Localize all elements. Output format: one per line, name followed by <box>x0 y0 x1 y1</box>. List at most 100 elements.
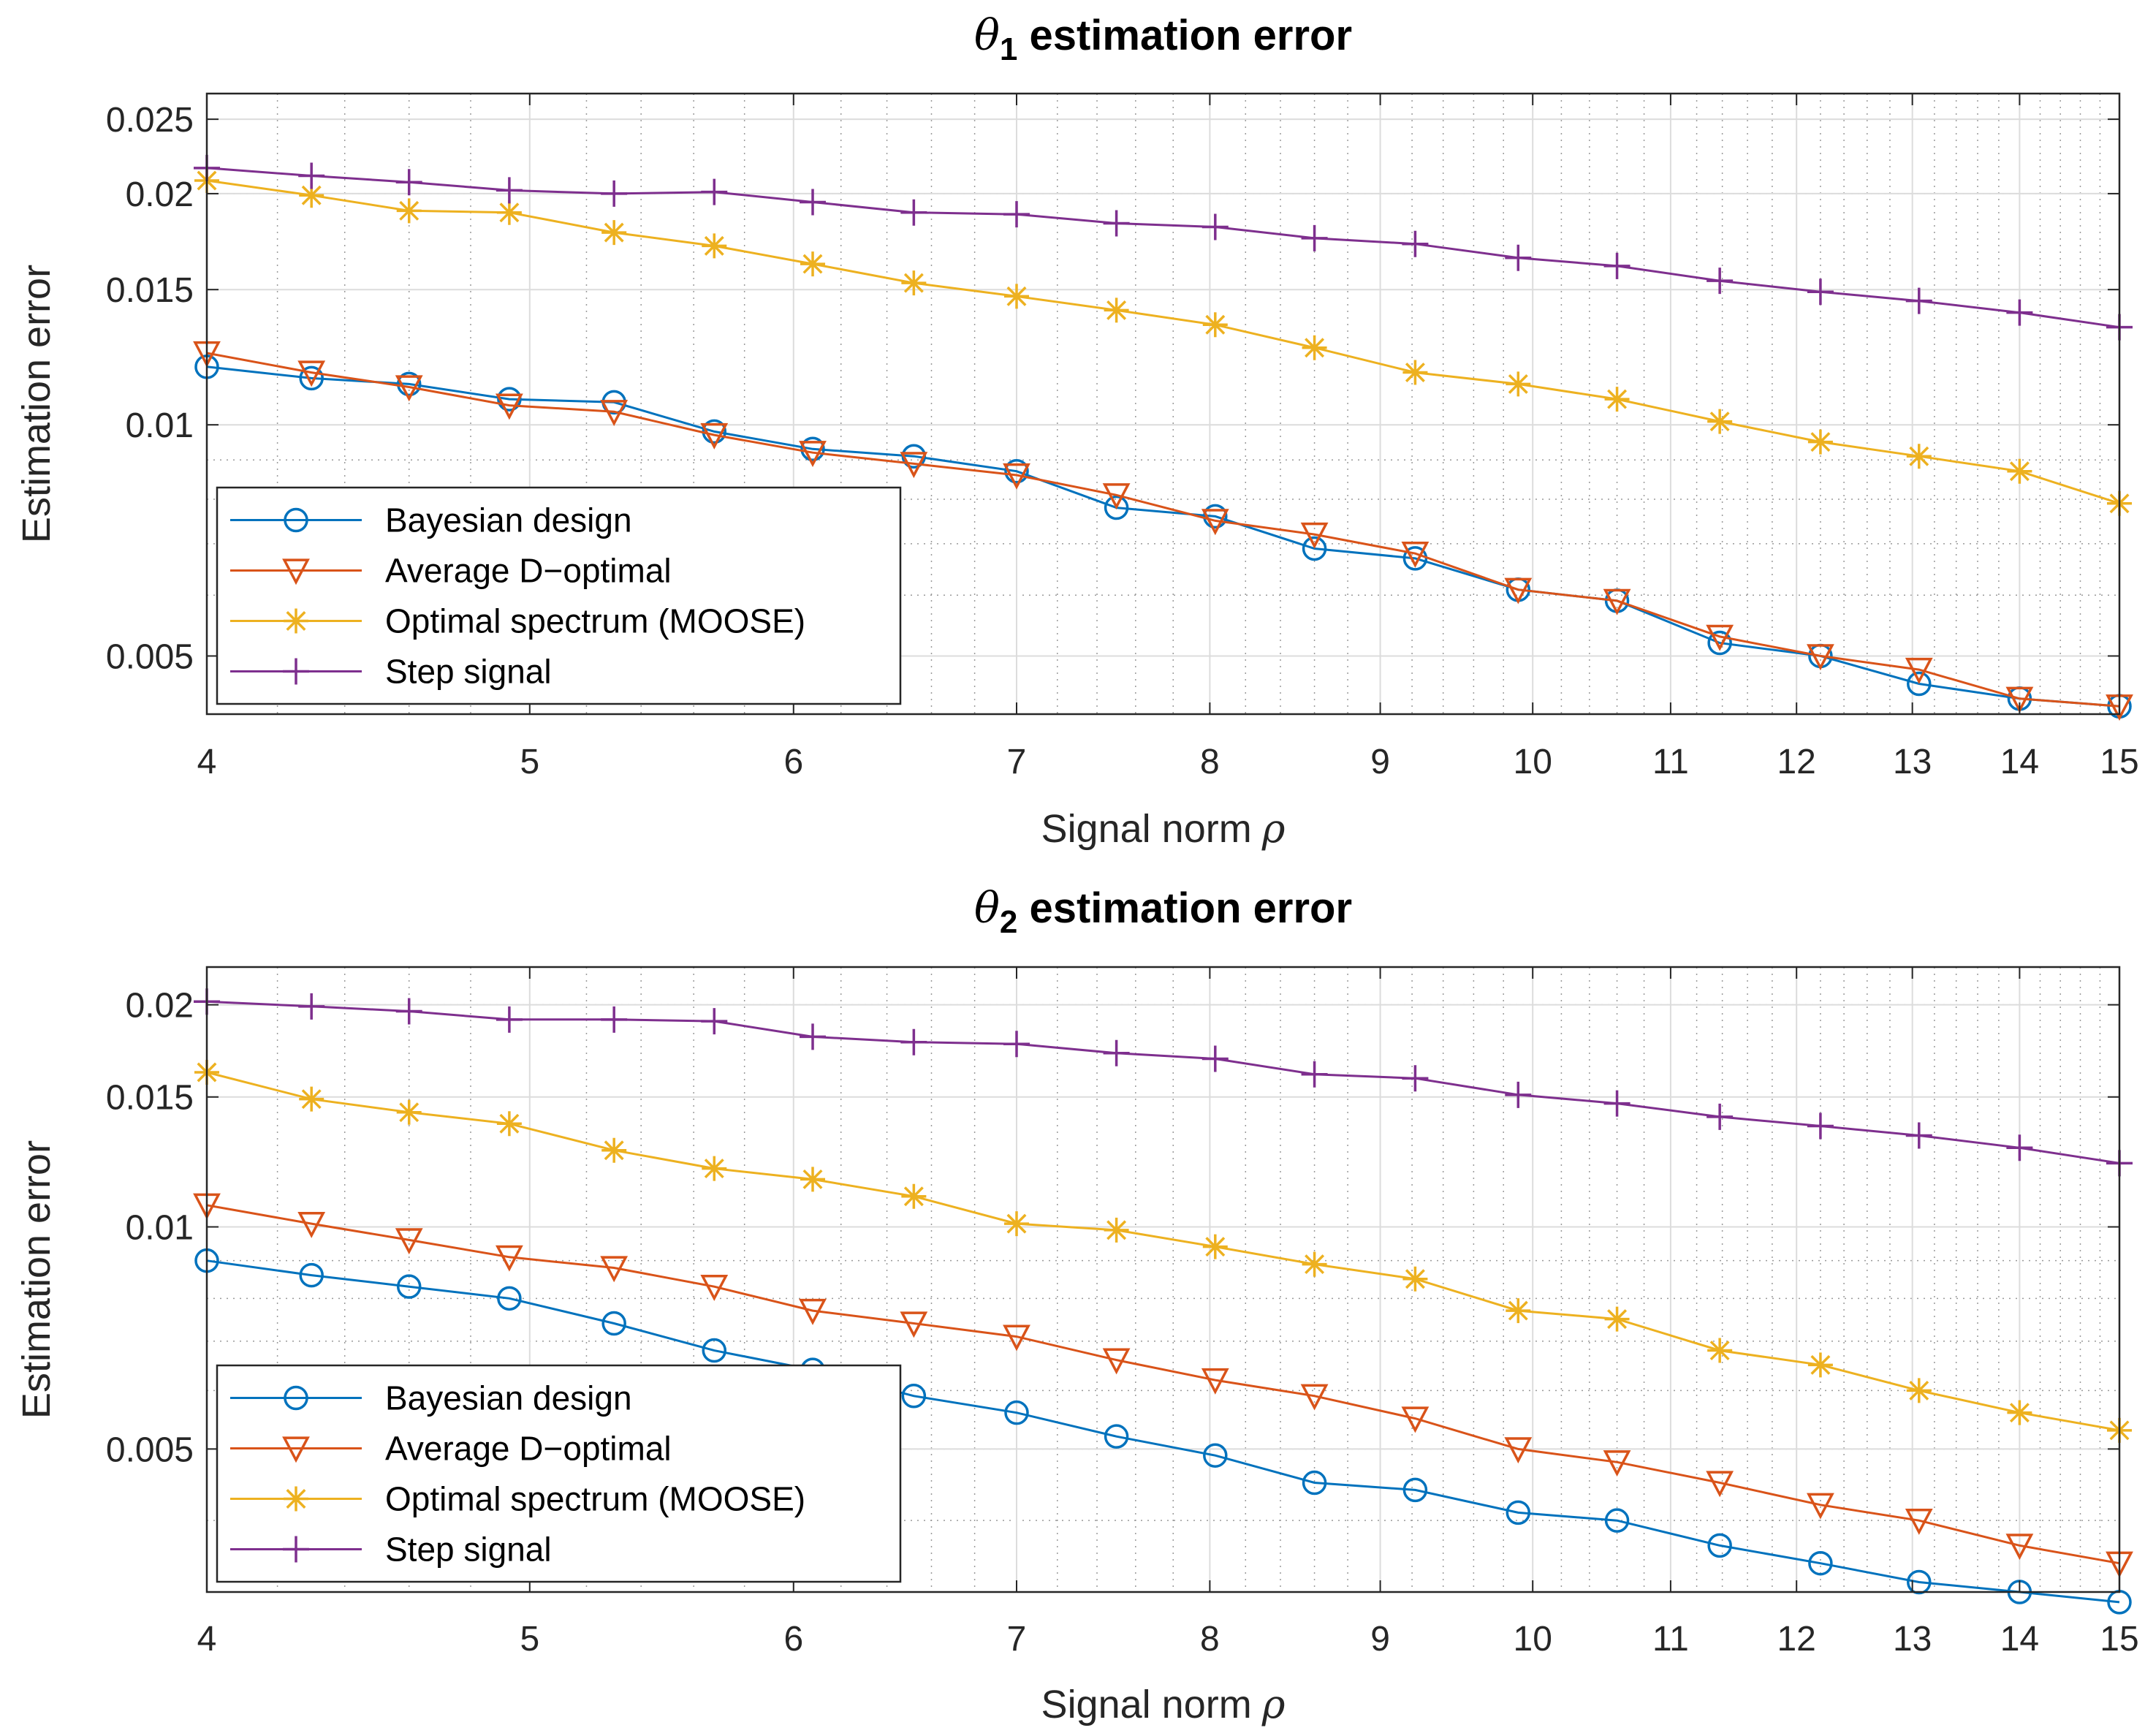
x-tick-label: 14 <box>2000 743 2039 781</box>
series-optimal-spectrum-moose-point <box>1302 335 1327 360</box>
series-step-signal-point <box>395 169 422 196</box>
series-bayesian-design-point <box>1907 671 1932 697</box>
y-tick-label: 0.02 <box>126 175 194 214</box>
legend-bayesian-design-marker <box>284 1385 308 1411</box>
legend-step-signal-label: Step signal <box>385 1531 552 1569</box>
legend-box <box>216 1364 902 1583</box>
series-average-d-optimal-point <box>1905 1509 1933 1535</box>
series-optimal-spectrum-moose-point <box>2007 458 2032 484</box>
series-average-d-optimal-point <box>1905 657 1933 684</box>
series-optimal-spectrum-moose-point <box>1506 371 1531 397</box>
series-optimal-spectrum-moose-point <box>1004 1211 1030 1237</box>
series-optimal-spectrum-moose-point <box>901 270 927 296</box>
y-tick-label: 0.01 <box>126 406 194 445</box>
series-optimal-spectrum-moose-point <box>601 1137 627 1163</box>
series-bayesian-design-point <box>1104 495 1129 520</box>
series-step-signal-point <box>1201 1045 1229 1072</box>
legend: Bayesian design Average D−optimal Optimal … <box>216 486 902 705</box>
series-bayesian-design-point <box>702 1338 727 1363</box>
series-average-d-optimal-point <box>395 375 423 402</box>
series-optimal-spectrum-moose-point <box>1402 1266 1428 1292</box>
chart-theta2: 4 5 6 7 8 9 10 11 12 13 14 15 0.005 0.01 0.015 0.02 θ2 e… <box>15 883 2139 1727</box>
x-axis-label-text: Signal norm <box>1041 1683 1252 1726</box>
x-tick-label: 12 <box>1777 1620 1815 1659</box>
series-bayesian-design-point <box>396 371 422 397</box>
series-bayesian-design-point <box>497 387 522 412</box>
series-optimal-spectrum-moose-point <box>1807 1352 1833 1378</box>
major-grid <box>206 94 2120 714</box>
series-step-signal-point <box>2006 299 2033 326</box>
series-average-d-optimal-point <box>1201 1368 1229 1395</box>
series-optimal-spectrum-moose-point <box>2007 1400 2032 1425</box>
series-step-signal-point <box>1905 287 1932 314</box>
y-tick-label: 0.015 <box>106 271 194 310</box>
series-group <box>193 988 2133 1615</box>
series-step-signal-point <box>900 1028 927 1055</box>
x-tick-label: 5 <box>520 743 539 781</box>
series-average-d-optimal-line <box>206 352 2120 708</box>
series-bayesian-design-point <box>601 1311 626 1336</box>
y-tick-label: 0.025 <box>106 101 194 140</box>
x-axis-label-symbol: ρ <box>1261 806 1286 852</box>
series-average-d-optimal-point <box>1003 1324 1030 1352</box>
series-average-d-optimal-point <box>1807 1493 1834 1520</box>
series-step-signal-point <box>1905 1122 1932 1149</box>
x-tick-label: 10 <box>1514 1620 1552 1659</box>
minor-grid <box>207 94 2119 714</box>
tick-group: 4 5 6 7 8 9 10 11 12 13 14 15 0.005 0.01 0.015 0.02 <box>106 967 2139 1659</box>
series-step-signal-point <box>601 180 628 207</box>
series-step-signal-point <box>701 1008 728 1035</box>
series-bayesian-design-line <box>206 1259 2120 1604</box>
series-average-d-optimal-point <box>1401 542 1430 568</box>
series-optimal-spectrum-moose-point <box>1104 1217 1129 1243</box>
series-average-d-optimal-point <box>1603 588 1631 615</box>
series-bayesian-design-point <box>497 1286 522 1311</box>
series-bayesian-design-point <box>1302 536 1327 561</box>
series-bayesian-design-point <box>1004 458 1029 484</box>
x-axis-label-text: Signal norm <box>1041 807 1252 851</box>
series-step-signal-point <box>1603 1090 1630 1117</box>
legend-step-signal-marker <box>283 658 309 685</box>
series-step-signal-point <box>2006 1134 2033 1161</box>
series-optimal-spectrum-moose-line <box>206 1071 2120 1432</box>
title-text: estimation error <box>1017 884 1352 932</box>
series-step-signal-point <box>1706 268 1734 295</box>
legend-average-d-optimal-marker <box>282 1436 310 1463</box>
series-bayesian-design-point <box>1604 1508 1630 1533</box>
series-average-d-optimal-point <box>1807 644 1834 671</box>
x-tick-label: 11 <box>1652 1620 1689 1659</box>
series-step-signal-point <box>701 178 728 205</box>
series-average-d-optimal-point <box>1504 577 1533 604</box>
series-average-d-optimal-point <box>799 441 827 467</box>
x-tick-label: 5 <box>520 1620 539 1659</box>
series-optimal-spectrum-moose-point <box>1202 1234 1228 1259</box>
y-tick-label: 0.005 <box>106 637 194 676</box>
series-average-d-optimal-point <box>1003 463 1030 490</box>
series-average-d-optimal-point <box>799 1298 827 1325</box>
series-bayesian-design-point <box>1203 504 1228 529</box>
series-average-d-optimal-point <box>1102 1348 1131 1375</box>
series-average-d-optimal-point <box>900 1311 928 1338</box>
y-tick-label: 0.02 <box>126 987 194 1026</box>
x-tick-label: 11 <box>1652 743 1689 781</box>
series-optimal-spectrum-moose-point <box>1402 360 1428 385</box>
series-optimal-spectrum-moose-point <box>702 1156 727 1181</box>
series-average-d-optimal-point <box>1300 522 1329 549</box>
series-optimal-spectrum-moose-point <box>496 200 522 225</box>
tick-group: 4 5 6 7 8 9 10 11 12 13 14 15 0.005 0.01 0.015 0.02 0.02… <box>106 94 2139 781</box>
series-bayesian-design-point <box>299 1262 324 1288</box>
series-average-d-optimal-point <box>395 1228 423 1255</box>
series-step-signal-point <box>395 998 422 1025</box>
title-theta: θ <box>974 10 1000 60</box>
series-optimal-spectrum-moose-point <box>1506 1298 1531 1324</box>
series-optimal-spectrum-moose-point <box>1004 284 1030 309</box>
series-optimal-spectrum-moose-line <box>206 179 2120 505</box>
series-step-signal-point <box>298 162 325 189</box>
legend: Bayesian design Average D−optimal Optimal … <box>216 1364 902 1583</box>
series-average-d-optimal-point <box>700 422 729 450</box>
series-average-d-optimal-line <box>206 1204 2120 1565</box>
series-optimal-spectrum-moose-point <box>396 198 422 224</box>
series-step-signal-point <box>1003 1031 1030 1058</box>
series-step-signal-point <box>496 1006 523 1033</box>
series-step-signal-point <box>1103 1039 1130 1066</box>
